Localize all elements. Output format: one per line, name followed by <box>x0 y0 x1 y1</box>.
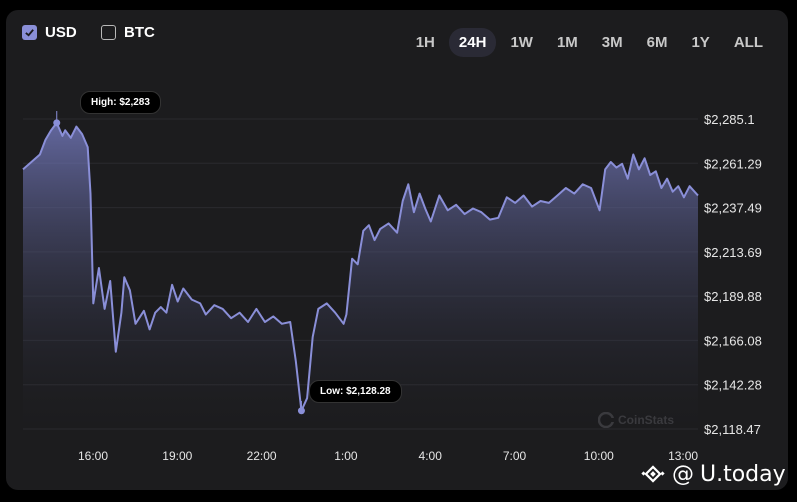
btc-label: BTC <box>124 24 155 41</box>
x-tick-label: 1:00 <box>334 449 358 463</box>
usd-label: USD <box>45 24 77 41</box>
y-tick-label: $2,285.1 <box>704 112 755 127</box>
x-tick-label: 13:00 <box>668 449 698 463</box>
range-all[interactable]: ALL <box>733 34 763 51</box>
range-1w[interactable]: 1W <box>510 34 533 51</box>
range-3m[interactable]: 3M <box>601 34 623 51</box>
x-tick-label: 7:00 <box>503 449 527 463</box>
range-24h[interactable]: 24H <box>448 28 497 57</box>
high-marker[interactable] <box>53 119 61 127</box>
brand-name: U.today <box>700 461 786 487</box>
y-tick-label: $2,261.29 <box>704 156 762 171</box>
y-tick-label: $2,237.49 <box>704 201 762 216</box>
brand-at: @ <box>672 461 694 487</box>
y-tick-label: $2,166.08 <box>704 333 762 348</box>
y-tick-label: $2,213.69 <box>704 245 762 260</box>
price-line <box>22 121 699 412</box>
low-callout: Low: $2,128.28 <box>309 380 402 403</box>
x-tick-label: 4:00 <box>419 449 443 463</box>
watermark: CoinStats <box>598 412 674 428</box>
brand-logo: @ U.today <box>640 461 786 487</box>
high-callout: High: $2,283 <box>80 91 161 114</box>
watermark-text: CoinStats <box>618 413 675 427</box>
btc-toggle[interactable]: BTC <box>101 24 155 41</box>
low-marker[interactable] <box>297 407 305 415</box>
coinstats-icon <box>598 412 614 428</box>
range-1h[interactable]: 1H <box>415 34 435 51</box>
x-tick-label: 16:00 <box>78 449 108 463</box>
checkbox-checked-icon[interactable] <box>22 25 37 40</box>
checkbox-unchecked-icon[interactable] <box>101 25 116 40</box>
time-range-selector: 1H 24H 1W 1M 3M 6M 1Y ALL <box>406 28 773 57</box>
x-tick-label: 19:00 <box>162 449 192 463</box>
x-tick-label: 10:00 <box>584 449 614 463</box>
range-1m[interactable]: 1M <box>556 34 578 51</box>
y-tick-label: $2,189.88 <box>704 289 762 304</box>
y-tick-label: $2,142.28 <box>704 378 762 393</box>
binance-icon <box>641 465 665 483</box>
x-tick-label: 22:00 <box>247 449 277 463</box>
usd-toggle[interactable]: USD <box>22 24 77 41</box>
range-1y[interactable]: 1Y <box>691 34 710 51</box>
y-tick-label: $2,118.47 <box>704 422 761 437</box>
range-6m[interactable]: 6M <box>646 34 668 51</box>
